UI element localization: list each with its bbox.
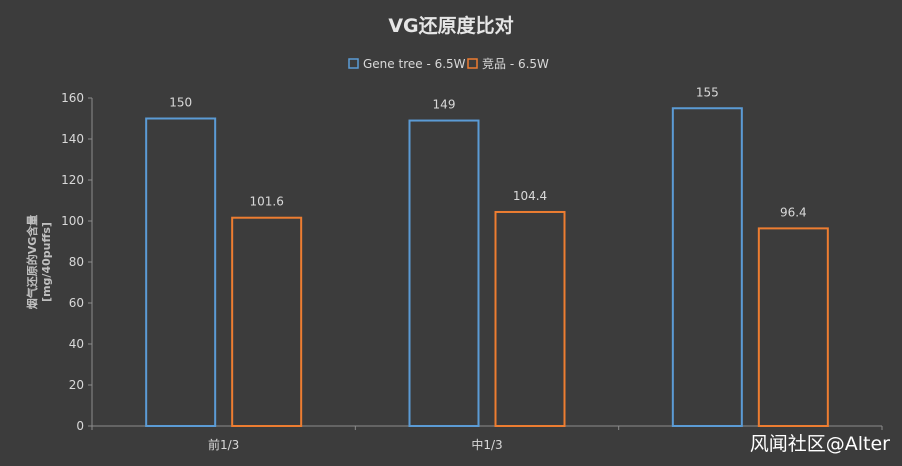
- y-tick-label: 0: [76, 419, 84, 433]
- y-tick-label: 60: [69, 296, 84, 310]
- legend-label-competitor: 竞品 - 6.5W: [482, 57, 549, 71]
- bar-competitor: [231, 216, 303, 427]
- watermark-text: 风闻社区@Alter: [749, 433, 890, 455]
- y-axis: 0 20 40 60 80 100 120 140 160: [61, 91, 93, 433]
- legend-swatch-gene-tree: [348, 58, 359, 69]
- bar-value-label: 104.4: [513, 189, 547, 203]
- bar-value-label: 101.6: [249, 195, 283, 209]
- bar-value-label: 96.4: [780, 205, 807, 219]
- bars: 150 101.6 149 104.4 155 96.4: [145, 85, 829, 428]
- y-tick-label: 140: [61, 132, 84, 146]
- bar-value-label: 155: [696, 85, 719, 99]
- legend-swatch-competitor: [467, 58, 478, 69]
- chart-title: VG还原度比对: [388, 14, 513, 37]
- y-axis-title: 烟气还原的VG含量 [mg/40puffs]: [25, 215, 53, 310]
- bar-gene-tree: [408, 119, 480, 428]
- y-axis-title-line1: 烟气还原的VG含量: [25, 215, 39, 310]
- bar-value-label: 149: [433, 98, 456, 112]
- bar-competitor: [757, 227, 829, 427]
- y-tick-label: 100: [61, 214, 84, 228]
- y-tick-label: 160: [61, 91, 84, 105]
- y-tick-label: 120: [61, 173, 84, 187]
- x-tick-label: 中1/3: [471, 437, 502, 452]
- bar-gene-tree: [671, 107, 743, 427]
- bar-competitor: [494, 210, 566, 427]
- y-tick-label: 40: [69, 337, 84, 351]
- bar-gene-tree: [145, 117, 217, 427]
- y-axis-title-line2: [mg/40puffs]: [40, 222, 53, 302]
- y-tick-label: 20: [69, 378, 84, 392]
- bar-value-label: 150: [169, 96, 192, 110]
- legend: Gene tree - 6.5W 竞品 - 6.5W: [348, 57, 549, 71]
- legend-label-gene-tree: Gene tree - 6.5W: [363, 57, 466, 71]
- y-tick-label: 80: [69, 255, 84, 269]
- x-axis: 前1/3 中1/3: [91, 425, 883, 452]
- x-tick-label: 前1/3: [208, 437, 239, 452]
